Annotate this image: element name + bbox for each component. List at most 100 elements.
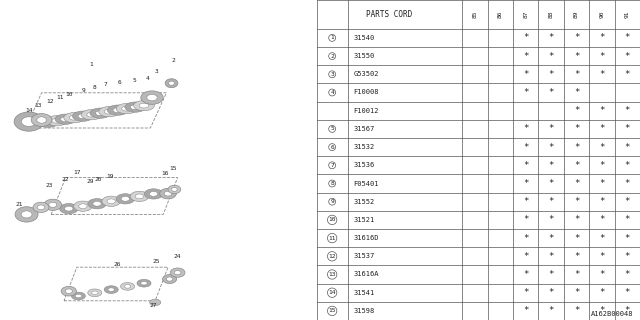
Text: *: * — [599, 143, 605, 152]
Text: 14: 14 — [25, 108, 33, 113]
Text: *: * — [625, 252, 630, 261]
Text: *: * — [523, 288, 529, 297]
Text: *: * — [599, 33, 605, 42]
Ellipse shape — [14, 112, 44, 131]
Ellipse shape — [74, 201, 92, 211]
Text: 21: 21 — [15, 202, 23, 207]
Text: *: * — [625, 179, 630, 188]
Text: *: * — [625, 52, 630, 60]
Ellipse shape — [37, 117, 46, 123]
Text: 6: 6 — [118, 80, 122, 85]
Text: 13: 13 — [34, 103, 42, 108]
Text: *: * — [574, 161, 579, 170]
Text: 31540: 31540 — [353, 35, 374, 41]
Text: 14: 14 — [328, 290, 336, 295]
Ellipse shape — [38, 117, 58, 127]
Text: 31541: 31541 — [353, 290, 374, 296]
Ellipse shape — [72, 292, 86, 300]
Ellipse shape — [65, 206, 73, 211]
Ellipse shape — [44, 120, 52, 124]
Text: PARTS CORD: PARTS CORD — [366, 10, 413, 19]
Ellipse shape — [164, 191, 172, 196]
Text: *: * — [574, 197, 579, 206]
Ellipse shape — [163, 275, 177, 284]
Text: 1: 1 — [90, 61, 93, 67]
Text: 1: 1 — [330, 36, 334, 40]
Ellipse shape — [135, 194, 143, 199]
Text: *: * — [523, 234, 529, 243]
Ellipse shape — [107, 199, 115, 204]
Text: 5: 5 — [330, 126, 334, 132]
Ellipse shape — [65, 289, 72, 293]
Ellipse shape — [170, 268, 185, 277]
Text: *: * — [574, 307, 579, 316]
Ellipse shape — [92, 291, 98, 294]
Text: *: * — [574, 124, 579, 133]
Text: 90: 90 — [600, 11, 604, 18]
Text: F10008: F10008 — [353, 90, 379, 95]
Text: *: * — [548, 124, 554, 133]
Ellipse shape — [72, 111, 93, 121]
Ellipse shape — [147, 94, 157, 101]
Ellipse shape — [37, 205, 45, 210]
Text: *: * — [548, 288, 554, 297]
Ellipse shape — [145, 189, 163, 199]
Ellipse shape — [102, 196, 120, 206]
Ellipse shape — [88, 289, 102, 297]
Ellipse shape — [76, 294, 82, 298]
Text: *: * — [548, 197, 554, 206]
Ellipse shape — [61, 117, 70, 122]
Ellipse shape — [87, 112, 97, 117]
Text: 31536: 31536 — [353, 162, 374, 168]
Ellipse shape — [124, 285, 131, 288]
Ellipse shape — [69, 115, 79, 120]
Text: *: * — [574, 179, 579, 188]
Ellipse shape — [60, 204, 78, 214]
Text: 25: 25 — [152, 259, 160, 264]
Text: G53502: G53502 — [353, 71, 379, 77]
Ellipse shape — [99, 107, 120, 117]
Text: 31567: 31567 — [353, 126, 374, 132]
Ellipse shape — [93, 201, 101, 206]
Ellipse shape — [104, 286, 118, 293]
Text: *: * — [625, 161, 630, 170]
Text: *: * — [574, 215, 579, 224]
Ellipse shape — [88, 199, 106, 209]
Ellipse shape — [31, 114, 52, 126]
Ellipse shape — [113, 108, 123, 113]
Text: 86: 86 — [498, 11, 503, 18]
Text: *: * — [548, 234, 554, 243]
Text: A162B00048: A162B00048 — [591, 311, 634, 317]
Text: 10: 10 — [328, 217, 336, 222]
Text: *: * — [625, 270, 630, 279]
Text: 89: 89 — [574, 11, 579, 18]
Text: 15: 15 — [169, 166, 177, 172]
Text: *: * — [599, 215, 605, 224]
Text: 27: 27 — [150, 303, 157, 308]
Ellipse shape — [104, 109, 114, 114]
Text: *: * — [548, 307, 554, 316]
Ellipse shape — [116, 194, 134, 204]
Text: 26: 26 — [113, 262, 120, 268]
Text: *: * — [548, 215, 554, 224]
Ellipse shape — [44, 199, 61, 211]
Text: 22: 22 — [62, 177, 69, 182]
Ellipse shape — [61, 286, 77, 296]
Ellipse shape — [160, 188, 177, 199]
Text: *: * — [548, 143, 554, 152]
Ellipse shape — [131, 105, 140, 109]
Ellipse shape — [141, 91, 163, 104]
Ellipse shape — [122, 106, 131, 111]
Text: 4: 4 — [330, 90, 334, 95]
Text: *: * — [548, 252, 554, 261]
Text: 5: 5 — [132, 78, 136, 83]
Text: 85: 85 — [472, 11, 477, 18]
Ellipse shape — [46, 116, 67, 126]
Ellipse shape — [166, 277, 173, 281]
Text: 7: 7 — [104, 82, 108, 87]
Ellipse shape — [141, 282, 147, 285]
Text: 91: 91 — [625, 11, 630, 18]
Text: *: * — [548, 52, 554, 60]
Text: *: * — [599, 52, 605, 60]
Text: 12: 12 — [46, 99, 53, 104]
